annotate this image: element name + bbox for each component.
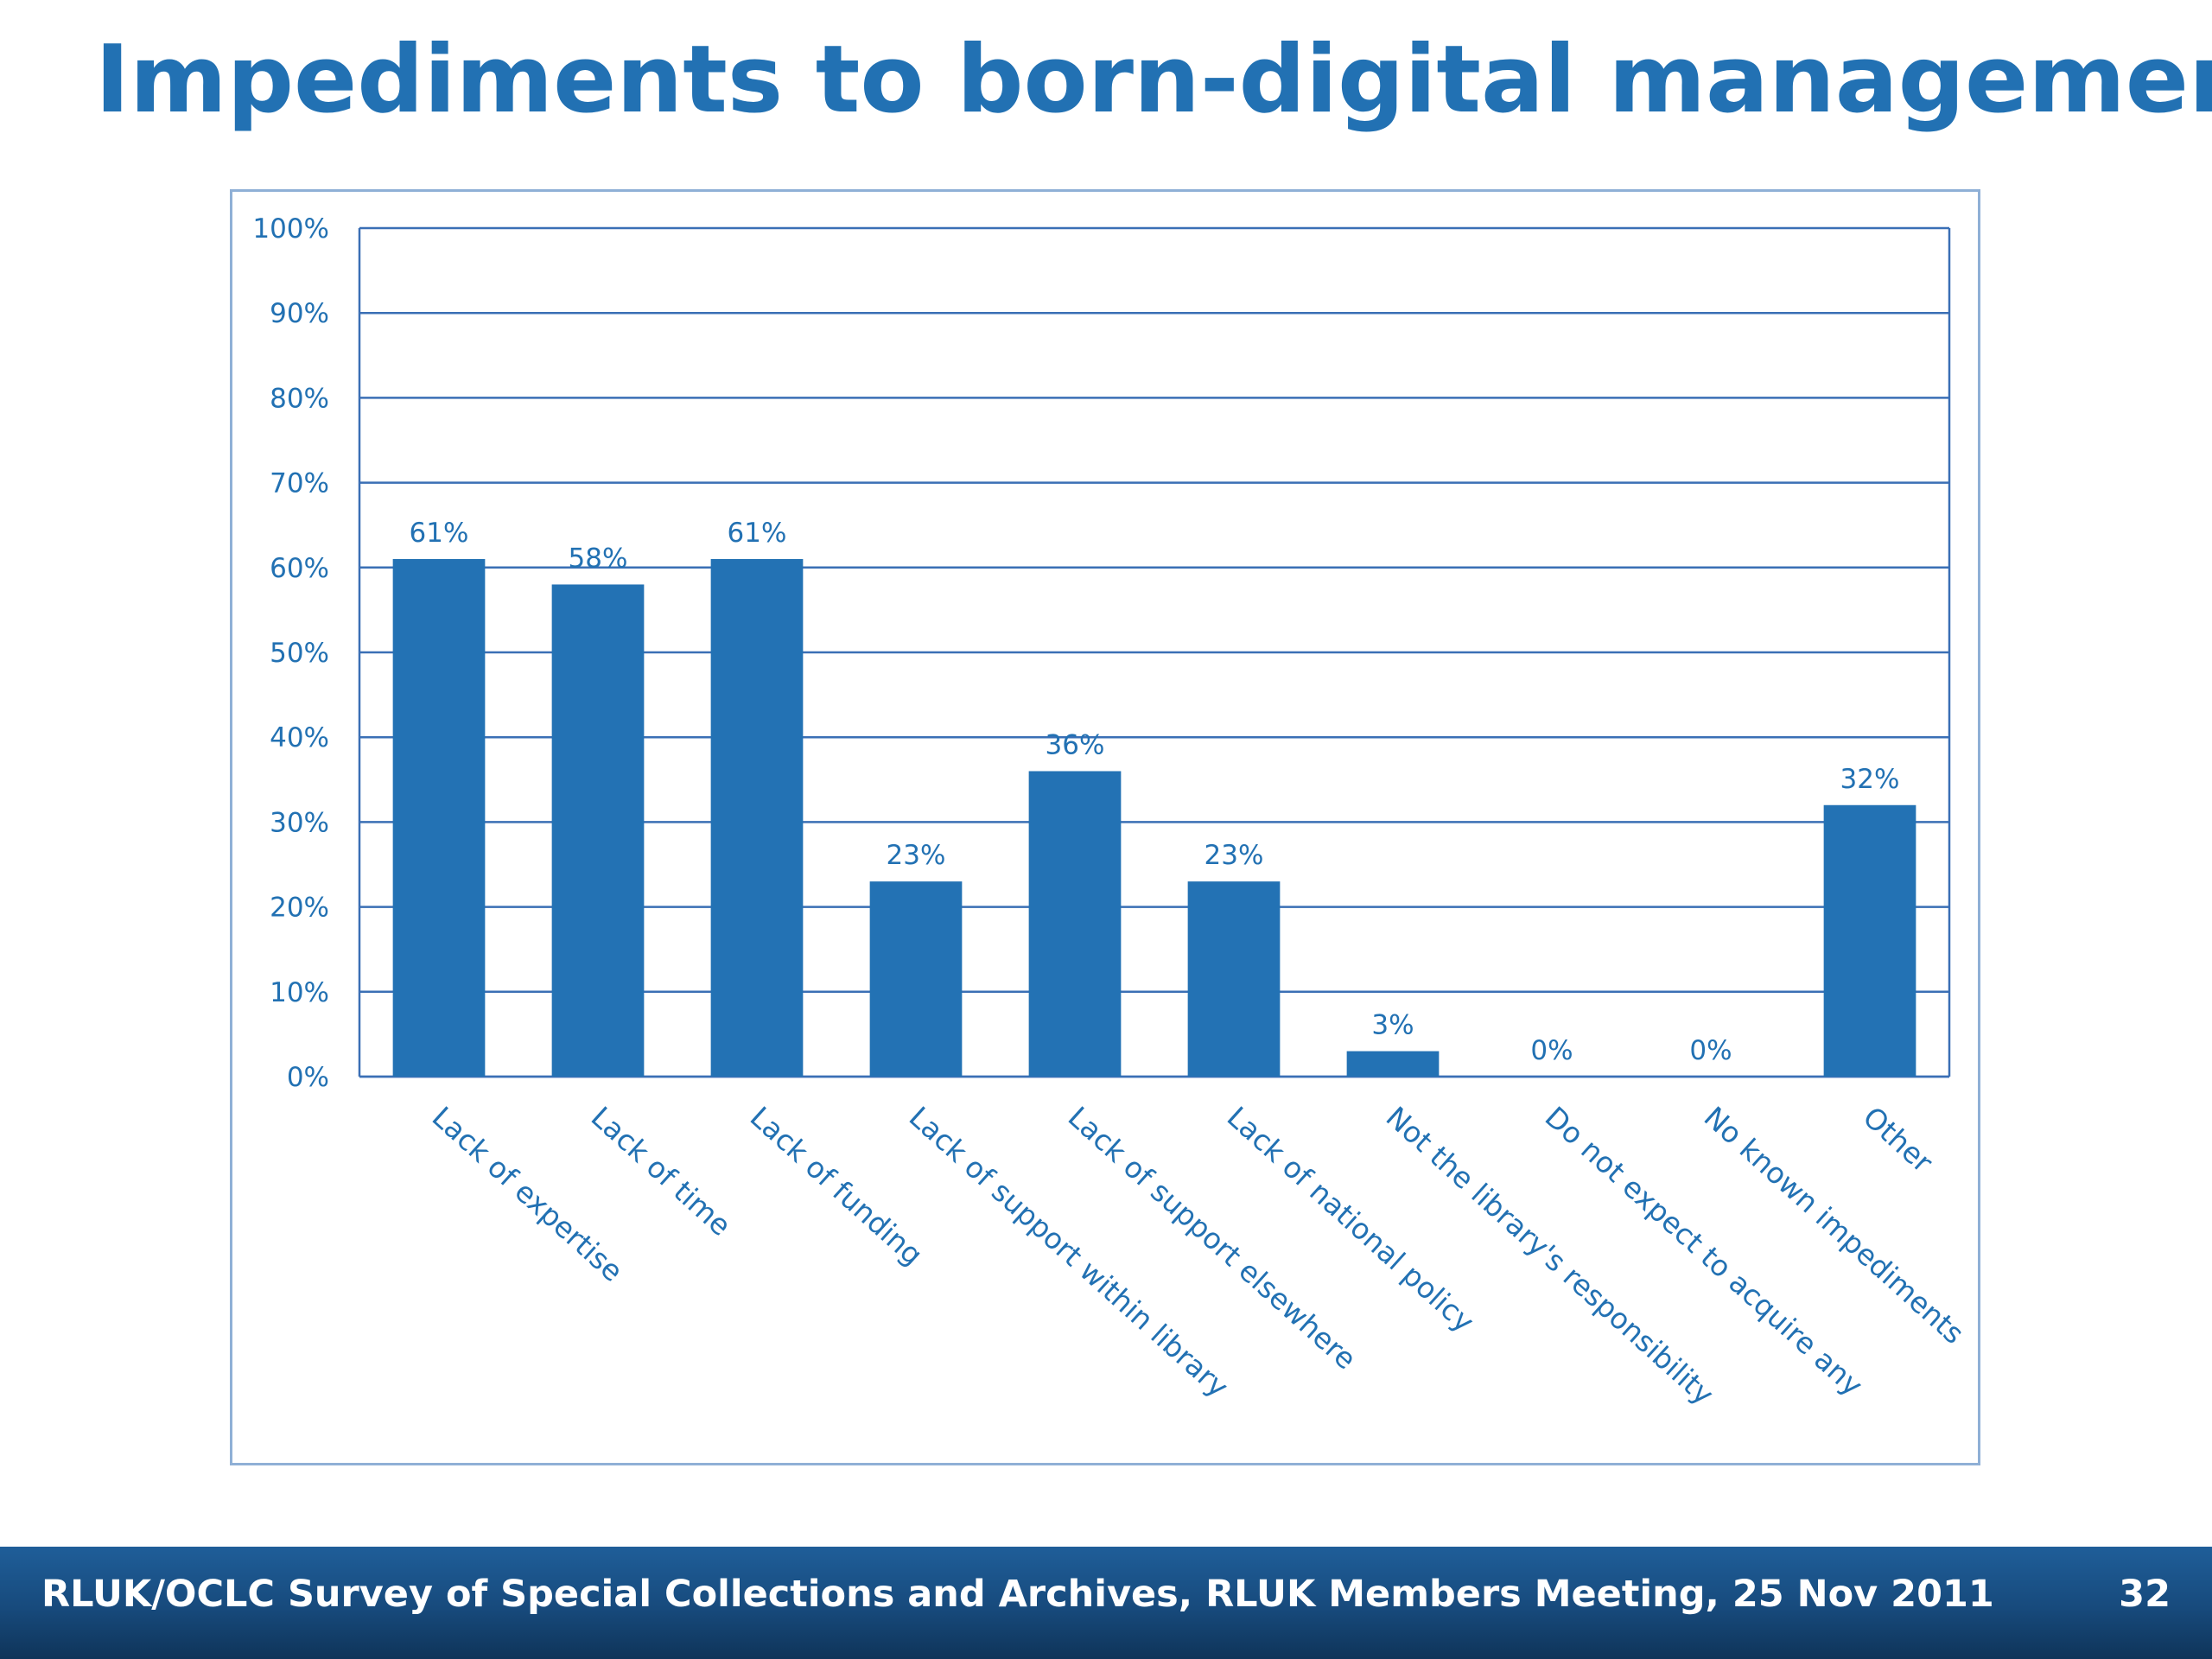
data-label: 23% bbox=[1205, 840, 1264, 871]
data-label: 32% bbox=[1840, 764, 1900, 795]
slide-title: Impediments to born-digital management bbox=[95, 26, 2212, 134]
data-label: 0% bbox=[1530, 1035, 1573, 1066]
y-tick-label: 70% bbox=[270, 468, 329, 499]
bar bbox=[392, 558, 486, 1077]
y-tick-label: 50% bbox=[270, 638, 329, 669]
data-label: 61% bbox=[728, 518, 787, 549]
footer-bar: RLUK/OCLC Survey of Special Collections … bbox=[0, 1547, 2212, 1659]
x-category-label: Not the library's responsibility bbox=[1380, 1100, 1720, 1412]
chart-frame: 0% 10% 20% 30% 40% 50% 60% 70% 80% 90% 100% 61% Lack… bbox=[230, 189, 1980, 1465]
x-category-label: Lack of funding bbox=[744, 1100, 930, 1272]
y-tick-label: 60% bbox=[270, 553, 329, 584]
data-label: 0% bbox=[1689, 1035, 1732, 1066]
bar bbox=[1187, 881, 1281, 1077]
y-tick-label: 10% bbox=[270, 977, 329, 1008]
footer-citation: RLUK/OCLC Survey of Special Collections … bbox=[41, 1573, 1994, 1616]
y-tick-label: 100% bbox=[252, 213, 329, 245]
data-label: 23% bbox=[887, 840, 946, 871]
data-label: 3% bbox=[1371, 1010, 1414, 1041]
x-category-label: Lack of support within library bbox=[903, 1100, 1236, 1404]
y-tick-label: 40% bbox=[270, 722, 329, 753]
bar bbox=[551, 584, 645, 1077]
data-label: 61% bbox=[410, 518, 469, 549]
y-tick-label: 30% bbox=[270, 807, 329, 838]
bar bbox=[1028, 771, 1122, 1077]
x-category-label: No known impediments bbox=[1698, 1100, 1971, 1351]
bar bbox=[869, 881, 963, 1077]
x-category-label: Lack of time bbox=[585, 1100, 738, 1243]
x-category-label: Lack of support elsewhere bbox=[1062, 1100, 1363, 1376]
data-label: 36% bbox=[1046, 729, 1105, 760]
bar bbox=[710, 558, 804, 1077]
data-label: 58% bbox=[569, 543, 628, 574]
y-tick-label: 80% bbox=[270, 383, 329, 414]
y-tick-label: 20% bbox=[270, 893, 329, 924]
bar bbox=[1346, 1051, 1440, 1077]
x-category-label: Do not expect to acquire any bbox=[1539, 1100, 1870, 1402]
y-tick-label: 90% bbox=[270, 298, 329, 329]
y-tick-label: 0% bbox=[287, 1062, 329, 1093]
x-category-label: Other bbox=[1857, 1100, 1940, 1179]
bar-chart: 0% 10% 20% 30% 40% 50% 60% 70% 80% 90% 100% 61% Lack… bbox=[252, 213, 1971, 1412]
bar bbox=[1823, 804, 1916, 1077]
page-number: 32 bbox=[2119, 1573, 2171, 1616]
